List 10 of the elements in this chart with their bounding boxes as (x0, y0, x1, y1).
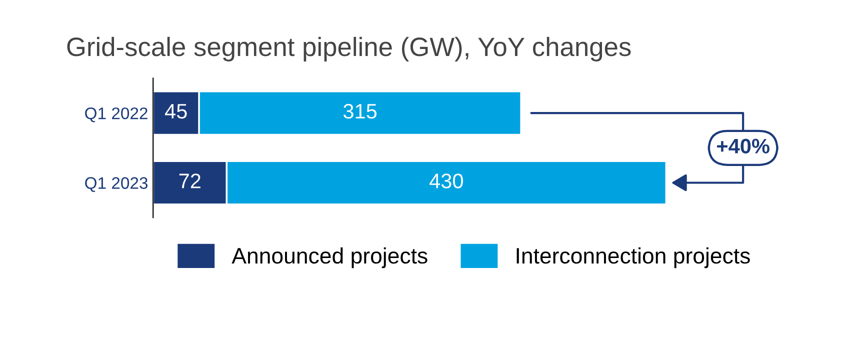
data-label: 72 (179, 174, 200, 188)
data-label: 45 (164, 104, 187, 119)
data-label: 430 (430, 174, 463, 188)
y-tick-label: Q1 2023 (85, 177, 148, 192)
legend-label: Announced projects (232, 247, 428, 268)
text: +40% (717, 138, 770, 154)
data-label: 315 (343, 104, 377, 119)
legend-label: Interconnection projects (516, 247, 750, 268)
chart-title: Grid-scale segment pipeline (GW), YoY changes (67, 36, 631, 62)
y-tick-label: Q1 2022 (85, 107, 148, 122)
